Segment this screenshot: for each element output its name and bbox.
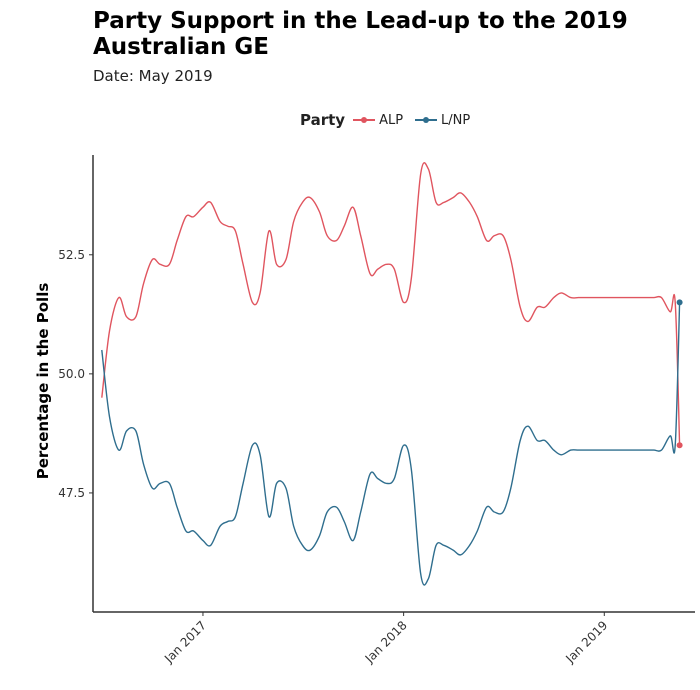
series-endpoint-alp — [676, 442, 683, 449]
y-tick-label: 47.5 — [58, 486, 85, 500]
legend: Party ALP L/NP — [300, 111, 482, 129]
legend-key-alp — [353, 112, 376, 128]
chart-subtitle: Date: May 2019 — [93, 67, 213, 85]
series-line-lnp — [101, 302, 681, 586]
legend-label-alp: ALP — [379, 112, 404, 128]
series-line-alp — [101, 162, 681, 446]
y-axis-label: Percentage in the Polls — [34, 283, 52, 480]
legend-key-lnp — [415, 112, 438, 128]
legend-label-lnp: L/NP — [441, 112, 471, 128]
x-tick-label: Jan 2017 — [161, 618, 209, 666]
legend-title: Party — [300, 111, 346, 129]
y-tick-label: 50.0 — [58, 367, 85, 381]
series-endpoint-lnp — [676, 299, 683, 306]
x-tick-label: Jan 2018 — [362, 618, 410, 666]
chart-title: Party Support in the Lead-up to the 2019… — [93, 8, 628, 60]
x-tick-label: Jan 2019 — [562, 618, 610, 666]
y-tick-label: 52.5 — [58, 248, 85, 262]
